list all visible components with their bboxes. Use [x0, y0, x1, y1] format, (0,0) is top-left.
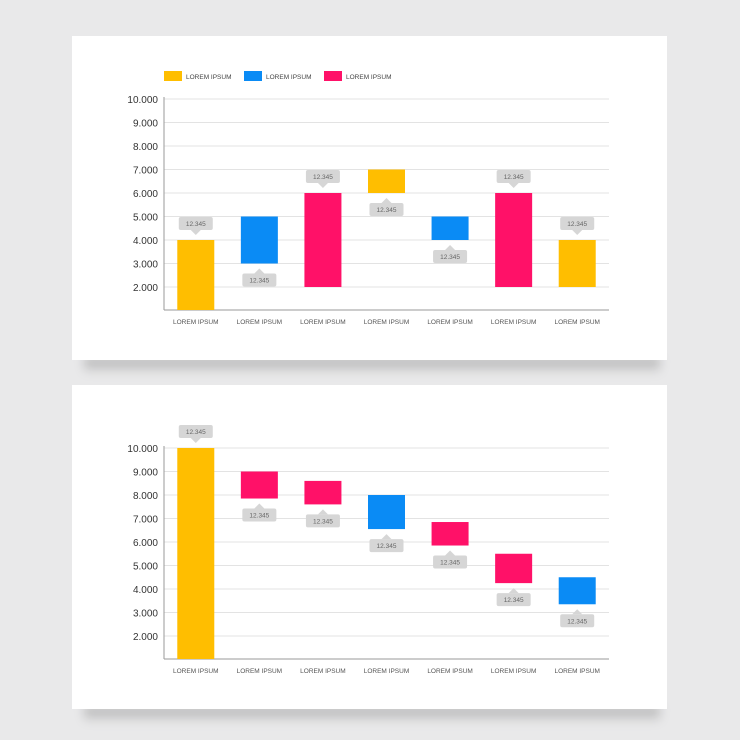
legend-item: LOREM IPSUM	[244, 71, 312, 81]
x-category-label: LOREM IPSUM	[173, 668, 219, 675]
bar	[368, 169, 405, 193]
chart-card-2: 10.000 9.000 8.000 7.000 6.000 5.000 4.000 3.00…	[72, 385, 667, 709]
x-category-label: LOREM IPSUM	[427, 319, 473, 326]
bar	[431, 216, 469, 240]
value-callout: 12.345	[242, 503, 277, 522]
value-callout: 12.345	[560, 609, 595, 628]
card-shadow	[84, 358, 660, 374]
value-label: 12.345	[313, 518, 333, 525]
x-category-label: LOREM IPSUM	[364, 668, 410, 675]
legend-swatch	[324, 71, 342, 81]
value-callout: 12.345	[496, 588, 531, 607]
legend-label: LOREM IPSUM	[186, 74, 232, 81]
value-callout: 12.345	[242, 268, 277, 287]
legend-swatch	[164, 71, 182, 81]
waterfall-bar-chart: 10.000 9.000 8.000 7.000 6.000 5.000 4.000 3.00…	[127, 425, 609, 675]
y-tick-label: 2.000	[133, 283, 158, 294]
value-callout: 12.345	[369, 534, 404, 553]
y-tick-label: 9.000	[133, 468, 158, 479]
y-tick-label: 7.000	[133, 166, 158, 177]
value-callout: 12.345	[433, 245, 468, 263]
x-category-label: LOREM IPSUM	[491, 319, 537, 326]
value-label: 12.345	[249, 278, 269, 285]
bar	[558, 577, 596, 605]
bar	[240, 471, 278, 499]
floating-bar-chart: LOREM IPSUM LOREM IPSUM LOREM IPSUM 10.000 9…	[127, 71, 609, 326]
value-label: 12.345	[440, 254, 460, 261]
legend-item: LOREM IPSUM	[324, 71, 392, 81]
value-label: 12.345	[249, 513, 269, 520]
y-tick-label: 4.000	[133, 585, 158, 596]
value-callout: 12.345	[305, 509, 340, 528]
y-tick-label: 10.000	[127, 95, 158, 106]
x-category-label: LOREM IPSUM	[237, 319, 283, 326]
bar	[304, 193, 342, 287]
bar	[177, 448, 215, 659]
value-label: 12.345	[567, 618, 587, 625]
bar	[495, 193, 533, 287]
bar	[431, 522, 469, 546]
value-label: 12.345	[377, 207, 397, 214]
chart-card-1: LOREM IPSUM LOREM IPSUM LOREM IPSUM 10.000 9…	[72, 36, 667, 360]
value-callout: 12.345	[369, 198, 404, 216]
y-tick-label: 6.000	[133, 189, 158, 200]
y-tick-label: 5.000	[133, 213, 158, 224]
value-label: 12.345	[567, 221, 587, 228]
value-callout: 12.345	[560, 217, 595, 235]
bar	[177, 240, 215, 310]
value-label: 12.345	[186, 221, 206, 228]
value-label: 12.345	[377, 543, 397, 550]
value-label: 12.345	[313, 174, 333, 181]
legend-swatch	[244, 71, 262, 81]
y-tick-label: 3.000	[133, 609, 158, 620]
x-category-label: LOREM IPSUM	[554, 319, 600, 326]
x-category-label: LOREM IPSUM	[554, 668, 600, 675]
legend-label: LOREM IPSUM	[266, 74, 312, 81]
bar	[240, 216, 278, 264]
y-tick-label: 7.000	[133, 515, 158, 526]
legend-item: LOREM IPSUM	[164, 71, 232, 81]
y-tick-label: 3.000	[133, 260, 158, 271]
bar	[368, 495, 405, 530]
y-tick-label: 2.000	[133, 632, 158, 643]
y-tick-label: 4.000	[133, 236, 158, 247]
value-label: 12.345	[440, 560, 460, 567]
y-tick-label: 5.000	[133, 562, 158, 573]
value-callout: 12.345	[178, 217, 213, 235]
y-tick-label: 10.000	[127, 444, 158, 455]
x-category-label: LOREM IPSUM	[491, 668, 537, 675]
x-category-label: LOREM IPSUM	[364, 319, 410, 326]
x-category-label: LOREM IPSUM	[237, 668, 283, 675]
value-callout: 12.345	[178, 425, 213, 443]
y-tick-label: 9.000	[133, 119, 158, 130]
value-callout: 12.345	[433, 550, 468, 569]
y-tick-label: 8.000	[133, 491, 158, 502]
bar	[558, 240, 596, 287]
value-callout: 12.345	[496, 170, 531, 188]
value-label: 12.345	[504, 597, 524, 604]
legend-label: LOREM IPSUM	[346, 74, 392, 81]
bar	[304, 480, 342, 505]
value-label: 12.345	[186, 429, 206, 436]
x-category-label: LOREM IPSUM	[300, 319, 346, 326]
x-category-label: LOREM IPSUM	[300, 668, 346, 675]
x-category-label: LOREM IPSUM	[173, 319, 219, 326]
card-shadow	[84, 707, 660, 723]
value-label: 12.345	[504, 174, 524, 181]
x-category-label: LOREM IPSUM	[427, 668, 473, 675]
y-tick-label: 8.000	[133, 142, 158, 153]
y-tick-label: 6.000	[133, 538, 158, 549]
bar	[495, 553, 533, 584]
value-callout: 12.345	[305, 170, 340, 188]
